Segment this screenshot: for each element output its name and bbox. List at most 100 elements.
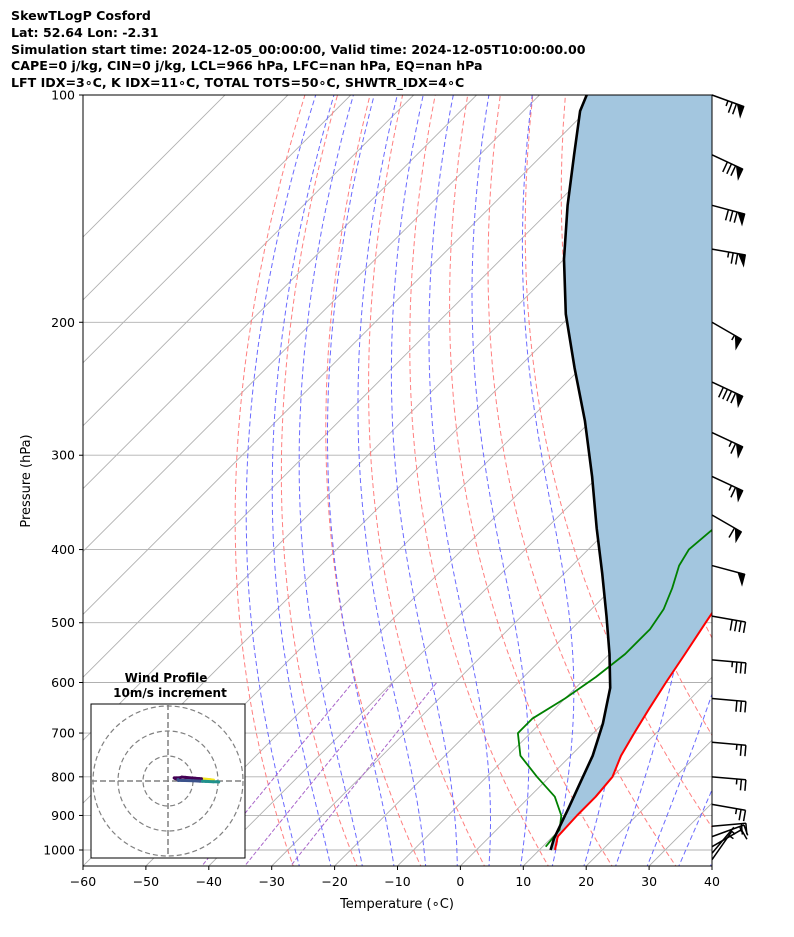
moist-adiabat (521, 95, 575, 866)
wind-barb (711, 659, 747, 674)
mixing-ratio-line (289, 682, 438, 866)
wind-barb (711, 475, 744, 503)
barb-full (729, 619, 733, 631)
barb-staff (711, 615, 746, 623)
wind-barb (711, 94, 745, 119)
chart-header: SkewTLogP Cosford Lat: 52.64 Lon: -2.31 … (11, 8, 585, 92)
dry-adiabat (234, 95, 306, 866)
y-tick-label: 300 (51, 448, 75, 463)
x-axis-label: Temperature (∘C) (339, 897, 454, 912)
dry-adiabat (728, 95, 794, 869)
barb-full (739, 662, 743, 674)
dry-adiabat (524, 95, 712, 829)
barb-full (730, 252, 734, 264)
wind-barb (711, 615, 747, 633)
barb-full (728, 527, 736, 538)
isotherm (772, 78, 794, 869)
barb-flag (736, 103, 745, 119)
barb-full (738, 621, 742, 633)
x-tick-label: −50 (133, 874, 159, 889)
barb-full (733, 620, 738, 632)
dry-adiabat (761, 95, 794, 869)
isotherm (83, 95, 352, 364)
barb-full (730, 392, 737, 404)
wind-barb (711, 514, 743, 544)
inset-title: Wind Profile (125, 671, 208, 685)
barb-half (731, 334, 736, 341)
x-tick-label: −30 (259, 874, 285, 889)
y-tick-label: 200 (51, 315, 75, 330)
y-tick-label: 500 (51, 615, 75, 630)
barb-full (730, 487, 737, 498)
x-tick-label: −10 (384, 874, 410, 889)
y-tick-label: 1000 (43, 843, 75, 858)
barb-full (718, 387, 725, 398)
barb-flag (735, 392, 744, 409)
barb-full (743, 824, 749, 836)
barb-staff (711, 826, 735, 854)
isotherm (145, 299, 712, 866)
barb-full (730, 443, 737, 454)
wind-barb (711, 826, 736, 854)
y-tick-label: 600 (51, 675, 75, 690)
barb-full (744, 779, 747, 791)
moist-adiabat (709, 861, 712, 866)
wind-barb (711, 831, 734, 861)
barb-full (738, 809, 742, 821)
chart-title: SkewTLogP Cosford (11, 8, 151, 23)
barb-staff (711, 697, 746, 703)
barb-full (724, 209, 730, 221)
moist-adiabat (357, 95, 427, 866)
dry-adiabat (280, 95, 358, 866)
y-tick-label: 900 (51, 808, 75, 823)
barb-flag (734, 334, 743, 351)
x-tick-label: 30 (641, 874, 657, 889)
isotherm (83, 95, 604, 616)
y-tick-label: 100 (51, 88, 75, 103)
barb-full (727, 102, 733, 113)
parcel-line (549, 95, 612, 851)
moist-adiabat (678, 788, 712, 866)
moist-adiabat (646, 692, 712, 866)
barb-full (739, 701, 743, 713)
dry-adiabat (409, 95, 549, 866)
barb-full (726, 163, 733, 175)
wind-barb (711, 564, 746, 587)
isotherm (522, 676, 712, 866)
x-tick-label: 20 (578, 874, 594, 889)
y-axis-label: Pressure (hPa) (19, 434, 34, 527)
barb-flag (737, 211, 746, 227)
hodograph-segment (183, 775, 197, 780)
wind-profile-inset: Wind Profile 10m/s increment (90, 671, 246, 859)
barb-full (739, 779, 743, 791)
dry-adiabat (449, 95, 613, 866)
moist-adiabat (471, 95, 530, 866)
mixing-ratio-line (244, 682, 394, 866)
barb-staff (711, 803, 746, 811)
barb-full (729, 210, 734, 222)
moist-adiabat (428, 95, 491, 866)
isotherm (83, 95, 289, 301)
profile-series (517, 95, 712, 851)
x-tick-label: 10 (515, 874, 531, 889)
barb-half (728, 441, 733, 447)
dry-adiabat (487, 95, 677, 866)
isotherm (83, 95, 541, 553)
x-tick-label: −40 (196, 874, 222, 889)
barb-full (739, 744, 743, 756)
wind-barb (711, 803, 747, 822)
moist-adiabat (298, 95, 363, 866)
isotherm (83, 95, 666, 678)
time-line: Simulation start time: 2024-12-05_00:00:… (11, 41, 586, 57)
barb-full (733, 211, 738, 223)
x-tick-label: 0 (456, 874, 464, 889)
barb-full (726, 390, 733, 402)
barb-half (727, 251, 730, 258)
cape-line: CAPE=0 j/kg, CIN=0 j/kg, LCL=966 hPa, LF… (11, 58, 483, 74)
barb-staff (711, 776, 746, 781)
isotherm (83, 95, 478, 490)
barb-staff (711, 824, 745, 838)
isotherm (83, 95, 226, 238)
wind-barb (711, 321, 743, 351)
wind-barb (711, 204, 746, 227)
